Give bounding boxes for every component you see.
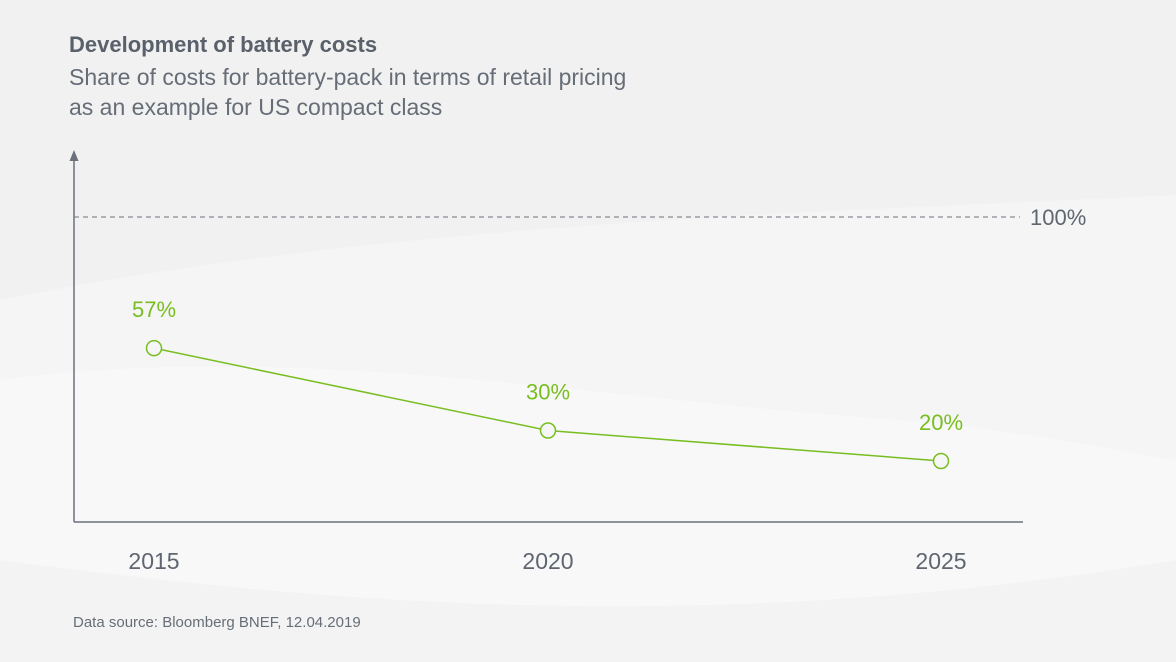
data-point-2020 (539, 422, 557, 439)
data-label-2025: 20% (919, 410, 963, 435)
chart-subtitle: Share of costs for battery-pack in terms… (69, 62, 626, 122)
subtitle-line-1: Share of costs for battery-pack in terms… (69, 64, 627, 90)
x-tick-2015: 2015 (128, 548, 179, 574)
x-tick-2020: 2020 (522, 548, 573, 574)
plot-area: 57% 2015 30% 2020 20% 2025 (128, 297, 966, 574)
data-label-2015: 57% (132, 297, 176, 322)
reference-line-label: 100% (1030, 205, 1086, 230)
x-tick-2025: 2025 (915, 548, 966, 574)
data-label-2020: 30% (526, 380, 570, 405)
data-point-2025 (932, 452, 950, 470)
data-source: Data source: Bloomberg BNEF, 12.04.2019 (73, 614, 361, 631)
chart-title: Development of battery costs (69, 32, 378, 57)
subtitle-line-2: as an example for US compact class (69, 94, 443, 120)
y-axis-arrow-icon (69, 150, 79, 161)
series-line (153, 347, 942, 462)
data-point-2015 (145, 339, 163, 357)
